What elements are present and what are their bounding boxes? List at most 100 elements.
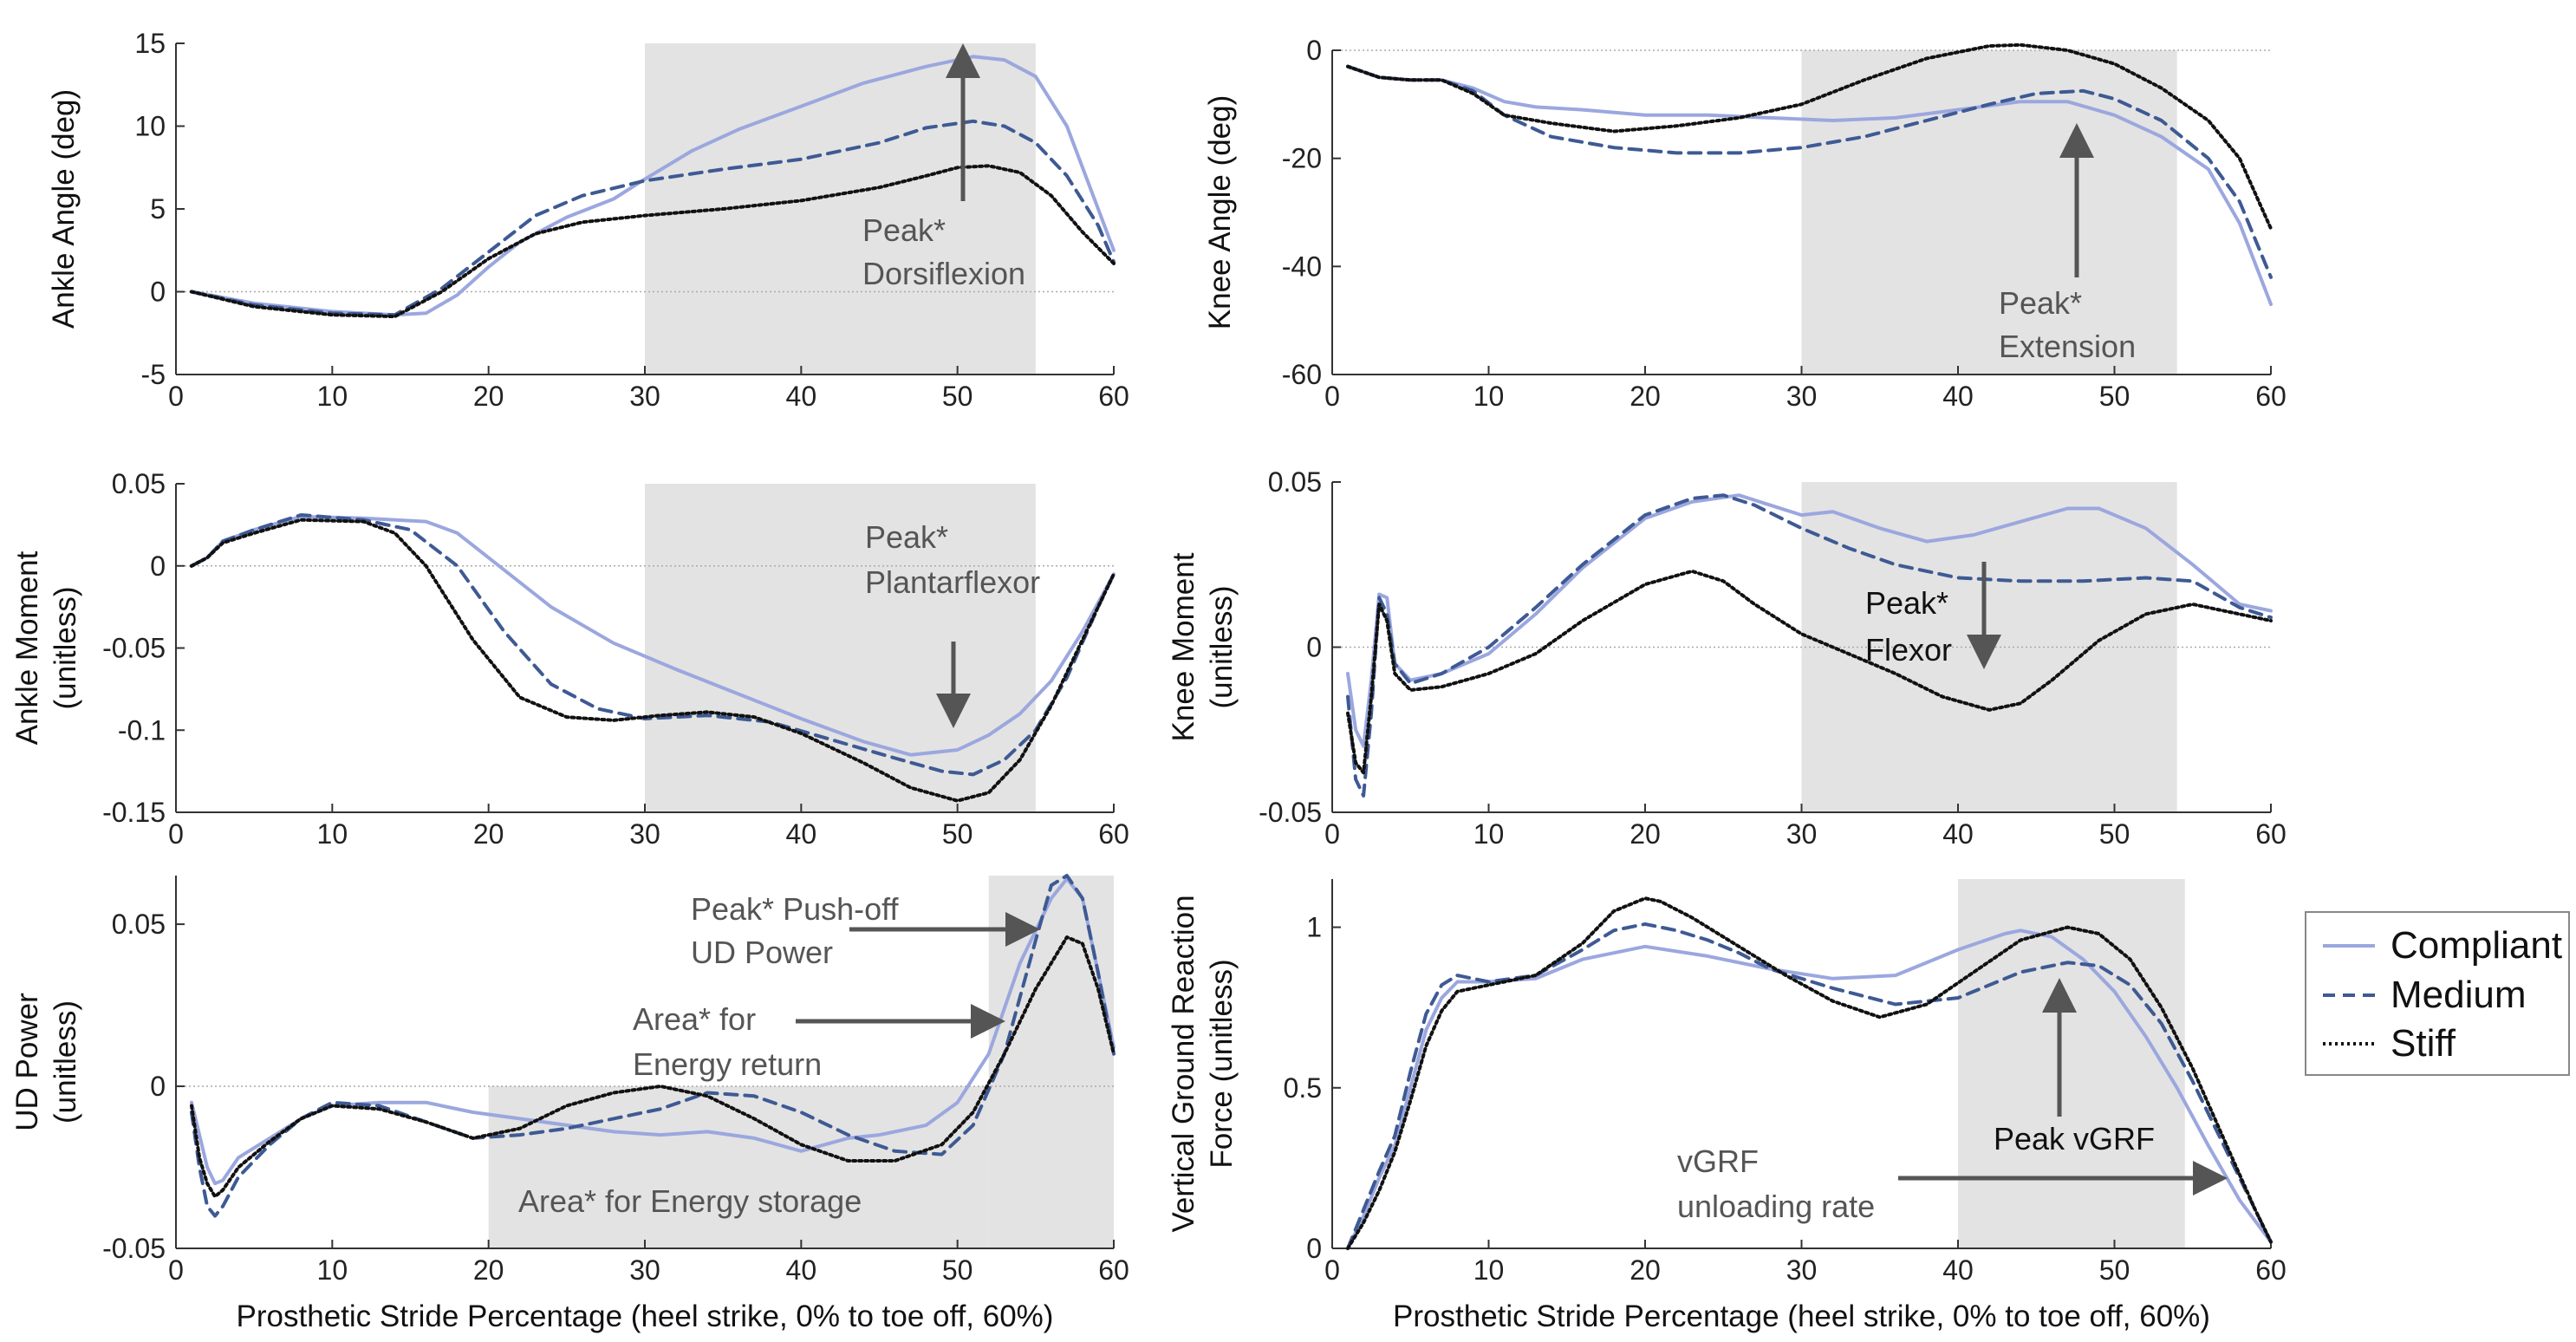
series-stiff-line	[1346, 569, 2273, 775]
annotation-label: Area* for Energy storage	[518, 1183, 862, 1219]
x-tick-label: 10	[317, 381, 348, 412]
y-tick-label: -0.15	[102, 797, 166, 828]
legend-medium-label: Medium	[2391, 974, 2527, 1016]
x-tick-label: 30	[629, 381, 660, 412]
x-tick-label: 20	[473, 818, 504, 850]
x-tick-label: 40	[786, 381, 817, 412]
x-tick-label: 10	[1473, 1254, 1505, 1286]
x-tick-label: 60	[1098, 381, 1129, 412]
legend-compliant-label: Compliant	[2391, 924, 2562, 967]
series-stiff-line	[1346, 42, 2273, 231]
shaded-region	[1801, 50, 2177, 375]
series-compliant-line	[1346, 493, 2273, 748]
series-compliant-line	[1346, 928, 2273, 1250]
y-tick-label: -0.05	[102, 633, 166, 664]
y-axis-label: UD Power (unitless)	[10, 993, 82, 1131]
annotation-label: Peak* Flexor	[1865, 585, 1952, 668]
y-tick-label: -0.05	[1259, 797, 1322, 828]
x-tick-label: 0	[168, 1254, 184, 1286]
series-stiff-line	[1346, 896, 2273, 1250]
y-axis-label: Vertical Ground Reaction Force (unitless)	[1167, 895, 1239, 1232]
x-tick-label: 50	[942, 1254, 973, 1286]
y-axis-label: Knee Angle (deg)	[1203, 95, 1237, 329]
series-stiff-line	[190, 518, 1116, 803]
x-tick-label: 40	[1942, 1254, 1974, 1286]
x-tick-label: 40	[1942, 818, 1974, 850]
series-stiff-line	[190, 935, 1116, 1199]
y-tick-label: -5	[141, 359, 166, 390]
y-tick-label: 0	[150, 1071, 166, 1102]
y-tick-label: 5	[150, 193, 166, 225]
x-tick-label: 50	[2099, 818, 2130, 850]
series-compliant-line	[190, 55, 1116, 317]
x-tick-label: 60	[1098, 1254, 1129, 1286]
panel-3: 0 10 20 30 40 50 60 0.05 0 -0.05 -0.1 -0.15 Ankle Mo…	[10, 468, 1129, 850]
x-tick-label: 0	[1324, 381, 1340, 412]
y-tick-label: 15	[134, 28, 166, 59]
annotation-label: Area* for Energy return	[633, 1001, 822, 1082]
legend-stiff-label: Stiff	[2391, 1022, 2456, 1065]
series-compliant-line	[190, 876, 1116, 1186]
y-tick-label: 0.05	[112, 468, 166, 499]
y-tick-label: 0	[150, 277, 166, 308]
x-tick-label: 0	[1324, 1254, 1340, 1286]
y-tick-label: -0.05	[102, 1233, 166, 1264]
shaded-region	[645, 484, 1036, 812]
annotation-label: Peak vGRF	[1994, 1121, 2155, 1156]
y-tick-label: 0.5	[1284, 1072, 1322, 1104]
x-tick-label: 50	[2099, 381, 2130, 412]
x-tick-label: 0	[168, 818, 184, 850]
annotation-label: Peak* Dorsiflexion	[862, 212, 1025, 291]
shaded-region	[488, 1086, 989, 1248]
panel-6: 0 10 20 30 40 50 60 1 0.5 0 Vertical Ground Reacti…	[1167, 879, 2287, 1333]
y-tick-label: 0	[150, 550, 166, 582]
x-axis-label: Prosthetic Stride Percentage (heel strik…	[1393, 1300, 2210, 1333]
x-tick-label: 40	[786, 1254, 817, 1286]
x-tick-label: 30	[629, 818, 660, 850]
x-tick-label: 60	[2255, 381, 2287, 412]
y-tick-label: 10	[134, 111, 166, 142]
x-tick-label: 60	[2255, 1254, 2287, 1286]
x-tick-label: 30	[1786, 381, 1818, 412]
shaded-region	[1958, 879, 2185, 1248]
x-tick-label: 20	[473, 381, 504, 412]
y-tick-label: 0.05	[112, 909, 166, 940]
y-tick-label: -40	[1282, 251, 1322, 282]
x-tick-label: 0	[168, 381, 184, 412]
x-tick-label: 0	[1324, 818, 1340, 850]
x-tick-label: 20	[1630, 381, 1661, 412]
x-tick-label: 20	[1630, 818, 1661, 850]
series-stiff-line	[190, 164, 1116, 319]
y-tick-label: 0.05	[1268, 466, 1322, 498]
y-tick-label: -0.1	[118, 714, 166, 746]
annotation-label: Peak* Plantarflexor	[865, 519, 1040, 600]
series-medium-line	[190, 874, 1116, 1218]
series-compliant-line	[190, 514, 1116, 757]
annotation-label: Peak* Push-off UD Power	[691, 891, 899, 970]
x-tick-label: 20	[473, 1254, 504, 1286]
x-tick-label: 10	[1473, 381, 1505, 412]
y-axis-label: Ankle Moment (unitless)	[10, 550, 82, 745]
x-tick-label: 30	[1786, 1254, 1818, 1286]
y-tick-label: 0	[1306, 35, 1322, 66]
y-tick-label: -60	[1282, 359, 1322, 390]
x-axis-label: Prosthetic Stride Percentage (heel strik…	[237, 1300, 1054, 1333]
y-axis-label: Knee Moment (unitless)	[1167, 552, 1239, 741]
x-tick-label: 40	[786, 818, 817, 850]
x-tick-label: 60	[1098, 818, 1129, 850]
x-tick-label: 10	[317, 1254, 348, 1286]
x-tick-label: 50	[942, 381, 973, 412]
y-tick-label: 0	[1306, 632, 1322, 663]
legend: Compliant Medium Stiff	[2305, 911, 2570, 1076]
y-axis-label: Ankle Angle (deg)	[47, 89, 81, 329]
x-tick-label: 50	[942, 818, 973, 850]
panel-2: 0 10 20 30 40 50 60 0 -20 -40 -60 Knee Angle (deg) P…	[1203, 35, 2287, 412]
x-tick-label: 10	[317, 818, 348, 850]
y-tick-label: 1	[1306, 912, 1322, 943]
x-tick-label: 10	[1473, 818, 1505, 850]
y-tick-label: -20	[1282, 143, 1322, 174]
